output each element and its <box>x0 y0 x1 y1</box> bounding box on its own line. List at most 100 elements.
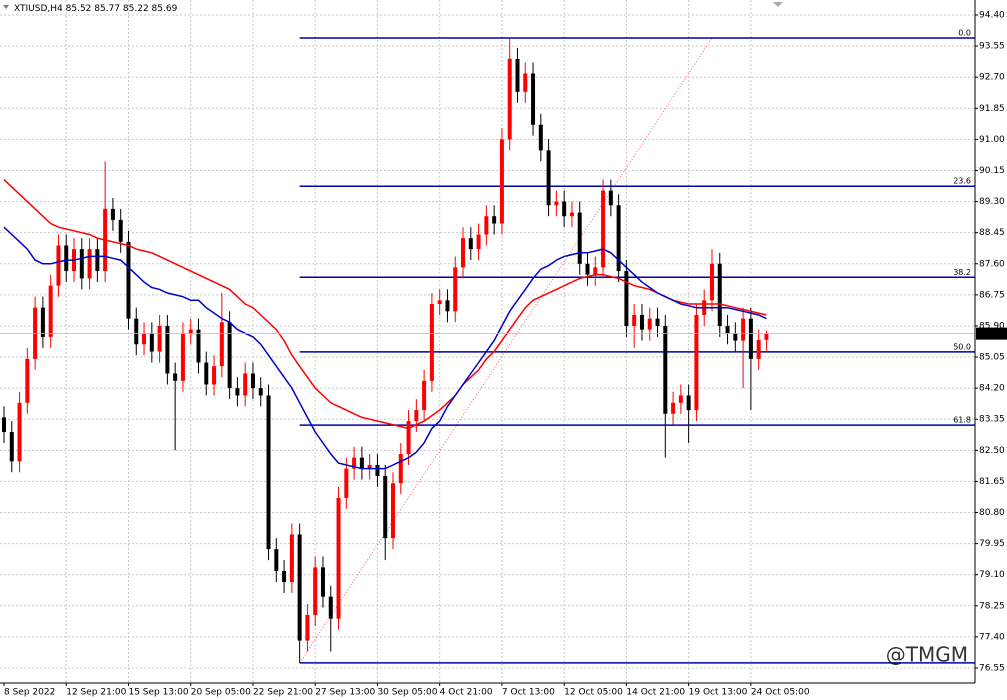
candle-body <box>352 457 357 469</box>
y-tick-label: 84.20 <box>979 384 1005 394</box>
x-tick-label: 12 Sep 21:00 <box>66 688 126 698</box>
x-tick-label: 15 Sep 13:00 <box>128 688 188 698</box>
y-tick-label: 81.65 <box>979 477 1005 487</box>
candle-body <box>437 300 442 305</box>
candle-body <box>398 453 403 484</box>
moving-average <box>3 226 767 470</box>
candle-body <box>134 318 139 345</box>
symbol: XTIUSD,H4 <box>14 4 63 14</box>
x-tick-label: 12 Oct 05:00 <box>564 688 623 698</box>
candle-body <box>538 124 543 151</box>
candle-body <box>33 307 38 359</box>
candle-body <box>188 329 193 334</box>
candle-body <box>678 395 683 403</box>
x-tick-label: 22 Sep 21:00 <box>253 688 313 698</box>
candle-body <box>445 300 450 312</box>
high: 85.77 <box>94 4 120 14</box>
y-tick-label: 78.25 <box>979 601 1005 611</box>
candle-body <box>686 395 691 411</box>
candle-body <box>562 201 567 217</box>
candle-body <box>507 58 512 140</box>
candle-body <box>56 245 61 286</box>
candle-body <box>499 139 504 224</box>
menu-arrow[interactable] <box>3 5 9 9</box>
candle-body <box>616 205 621 272</box>
candle-body <box>663 325 668 414</box>
candle-body <box>258 388 263 396</box>
plot: 0.0 23.6 38.2 50.0 61.8 <box>0 29 975 664</box>
candle-body <box>235 388 240 396</box>
y-tick-label: 85.90 <box>979 321 1005 331</box>
candle-body <box>655 318 660 326</box>
fib-label: 50.0 <box>953 342 971 351</box>
y-tick-label: 94.40 <box>979 10 1005 20</box>
candle-body <box>414 410 419 422</box>
candle-body <box>157 325 162 352</box>
candle-body <box>328 596 333 619</box>
candle-body <box>725 325 730 334</box>
candle-body <box>639 314 644 330</box>
candle-body <box>647 318 652 330</box>
candle-body <box>40 307 45 337</box>
candle-body <box>484 216 489 235</box>
y-tick-label: 79.10 <box>979 570 1005 580</box>
candle-body <box>165 325 170 374</box>
y-tick-label: 80.80 <box>979 508 1005 518</box>
candle-body <box>359 457 364 469</box>
candle-body <box>694 314 699 411</box>
candle-body <box>375 464 380 476</box>
x-tick-label: 20 Sep 05:00 <box>191 688 251 698</box>
x-tick-label: 4 Oct 21:00 <box>440 688 493 698</box>
x-tick-label: 19 Oct 13:00 <box>689 688 748 698</box>
candle-body <box>110 208 115 220</box>
candle-body <box>219 322 224 367</box>
candle-body <box>149 333 154 352</box>
scroll-arrow[interactable] <box>773 2 783 7</box>
candle-body <box>422 380 427 411</box>
candle-body <box>577 212 582 264</box>
candle-body <box>383 475 388 539</box>
x-tick-label: 8 Sep 2022 <box>4 688 55 698</box>
candle-body <box>632 314 637 326</box>
candle-body <box>243 373 248 396</box>
candle-body <box>608 190 613 206</box>
candle-body <box>320 567 325 597</box>
moving-average <box>3 179 767 430</box>
candle-body <box>554 201 559 206</box>
candle-body <box>212 366 217 385</box>
candle-body <box>95 249 100 272</box>
open: 85.52 <box>66 4 92 14</box>
candle-body <box>601 190 606 268</box>
axes: 94.40 93.55 92.70 91.85 91.00 90.15 89.30 88.45… <box>3 10 1007 698</box>
fib-label: 23.6 <box>953 177 971 186</box>
candle-body <box>274 549 279 572</box>
candle-body <box>733 333 738 341</box>
candle-body <box>523 73 528 92</box>
header: XTIUSD,H4 85.52 85.77 85.22 85.69 <box>14 4 178 14</box>
y-tick-label: 89.30 <box>979 197 1005 207</box>
y-tick-label: 79.95 <box>979 539 1005 549</box>
candle-body <box>461 238 466 268</box>
y-tick-label: 82.50 <box>979 446 1005 456</box>
x-tick-label: 30 Sep 05:00 <box>377 688 437 698</box>
y-tick-label: 85.05 <box>979 353 1005 363</box>
candle-body <box>142 333 147 345</box>
candle-body <box>468 238 473 250</box>
candle-body <box>250 373 255 389</box>
candle-body <box>227 322 232 389</box>
candle-body <box>344 468 349 498</box>
close: 85.69 <box>152 4 178 14</box>
candle-body <box>756 339 761 359</box>
candle-body <box>531 73 536 125</box>
candle-body <box>173 373 178 381</box>
fib-label: 0.0 <box>958 29 971 38</box>
y-tick-label: 88.45 <box>979 228 1005 238</box>
candle-body <box>406 421 411 454</box>
low: 85.22 <box>123 4 149 14</box>
candle-body <box>126 241 131 319</box>
candle-body <box>367 464 372 469</box>
y-tick-label: 93.55 <box>979 42 1005 52</box>
y-tick-label: 87.60 <box>979 259 1005 269</box>
candle-body <box>282 571 287 583</box>
y-tick-label: 76.55 <box>979 664 1005 674</box>
